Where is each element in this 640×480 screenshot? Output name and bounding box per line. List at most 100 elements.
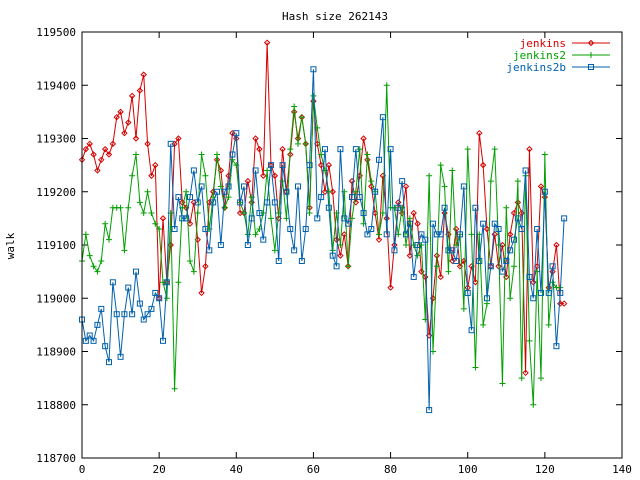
y-tick-label: 119300 [36, 133, 76, 146]
data-point-jenkins [360, 135, 367, 142]
data-point-jenkins [402, 183, 410, 190]
data-point-jenkins2b [387, 146, 394, 153]
data-point-jenkins2b [441, 204, 448, 211]
data-point-jenkins2b [499, 268, 506, 275]
data-point-jenkins2b [160, 337, 166, 344]
data-point-jenkins2b [287, 226, 294, 233]
data-point-jenkins2b [476, 257, 483, 264]
data-point-jenkins2b [260, 236, 267, 243]
data-point-jenkins2 [302, 140, 309, 147]
data-point-jenkins2 [418, 242, 425, 248]
data-point-jenkins2b [306, 162, 313, 169]
data-point-jenkins2 [225, 194, 232, 201]
data-point-jenkins2b [526, 273, 533, 280]
data-point-jenkins2 [364, 151, 371, 158]
data-point-jenkins2b [125, 284, 132, 291]
data-point-jenkins [499, 241, 506, 249]
data-point-jenkins [117, 108, 124, 116]
y-tick-label: 119000 [36, 292, 76, 305]
data-point-jenkins2 [441, 183, 448, 190]
data-point-jenkins2 [125, 204, 132, 211]
data-point-jenkins [337, 252, 344, 259]
data-point-jenkins2 [530, 401, 537, 408]
data-point-jenkins2 [460, 305, 467, 312]
data-point-jenkins [387, 284, 394, 291]
data-point-jenkins [90, 151, 97, 158]
data-point-jenkins2b [503, 257, 510, 264]
data-point-jenkins2 [541, 151, 548, 158]
data-point-jenkins2 [175, 279, 182, 286]
data-point-jenkins2 [310, 92, 317, 99]
data-point-jenkins2b [460, 183, 467, 190]
data-point-jenkins2 [507, 295, 514, 302]
data-point-jenkins2 [318, 151, 325, 158]
data-point-jenkins [406, 252, 414, 259]
data-point-jenkins [140, 71, 147, 78]
data-point-jenkins2b [264, 199, 271, 206]
data-point-jenkins2 [345, 263, 352, 270]
legend-marker-jenkins2 [588, 52, 594, 58]
data-point-jenkins2 [133, 151, 139, 158]
data-point-jenkins2b [349, 194, 355, 201]
x-tick-label: 140 [612, 463, 632, 476]
data-point-jenkins2 [183, 188, 190, 195]
data-point-jenkins [537, 183, 545, 190]
data-point-jenkins [530, 279, 537, 286]
data-point-jenkins2b [291, 247, 298, 254]
data-point-jenkins2b [553, 343, 560, 350]
data-point-jenkins [290, 108, 298, 116]
data-point-jenkins2b [152, 289, 159, 296]
data-point-jenkins2 [414, 252, 421, 259]
data-point-jenkins2b [98, 305, 105, 312]
data-point-jenkins2b [430, 220, 436, 227]
data-point-jenkins2b [156, 295, 163, 302]
data-point-jenkins2 [526, 337, 533, 344]
y-tick-label: 119200 [36, 186, 76, 199]
data-point-jenkins [148, 172, 155, 179]
data-point-jenkins [410, 209, 417, 217]
data-point-jenkins2b [314, 215, 321, 222]
data-point-jenkins2b [325, 204, 332, 211]
data-point-jenkins2b [268, 162, 274, 169]
data-point-jenkins2b [487, 263, 494, 270]
axis-ticks: 118700 118800 118900 119000 119100 119200 1193… [36, 26, 632, 476]
data-point-jenkins [522, 369, 529, 377]
data-point-jenkins [128, 92, 136, 100]
data-point-jenkins2 [190, 268, 197, 275]
data-point-jenkins2b [94, 321, 101, 328]
data-point-jenkins2 [545, 321, 552, 328]
data-point-jenkins2 [538, 375, 544, 382]
data-point-jenkins2b [464, 289, 471, 296]
data-point-jenkins2b [148, 305, 155, 312]
data-point-jenkins2b [248, 215, 255, 222]
data-point-jenkins [125, 119, 132, 126]
data-point-jenkins2b [256, 210, 263, 217]
data-point-jenkins2b [129, 311, 136, 318]
y-tick-label: 118900 [36, 346, 76, 359]
data-point-jenkins2b [102, 343, 109, 350]
data-point-jenkins [333, 236, 340, 243]
data-point-jenkins2 [102, 220, 109, 227]
legend-label-jenkins2b: jenkins2b [506, 61, 566, 74]
data-point-jenkins2b [495, 226, 502, 233]
data-point-jenkins2b [133, 268, 139, 275]
chart-title: Hash size 262143 [282, 10, 388, 23]
y-tick-label: 119400 [36, 79, 76, 92]
data-point-jenkins2b [445, 247, 452, 254]
data-point-jenkins2b [337, 146, 344, 153]
data-point-jenkins2 [468, 231, 475, 238]
data-point-jenkins2 [121, 247, 128, 254]
data-point-jenkins2b [302, 226, 309, 233]
data-point-jenkins2b [279, 162, 286, 169]
data-point-jenkins2 [368, 178, 375, 185]
data-point-jenkins2 [221, 204, 228, 211]
data-point-jenkins2 [403, 242, 409, 248]
data-point-jenkins2 [287, 146, 294, 153]
data-point-jenkins [510, 209, 518, 217]
data-point-jenkins2b [171, 226, 178, 233]
x-tick-label: 0 [79, 463, 86, 476]
data-point-jenkins [244, 177, 252, 185]
data-point-jenkins [271, 172, 279, 179]
data-point-jenkins2 [430, 348, 436, 355]
